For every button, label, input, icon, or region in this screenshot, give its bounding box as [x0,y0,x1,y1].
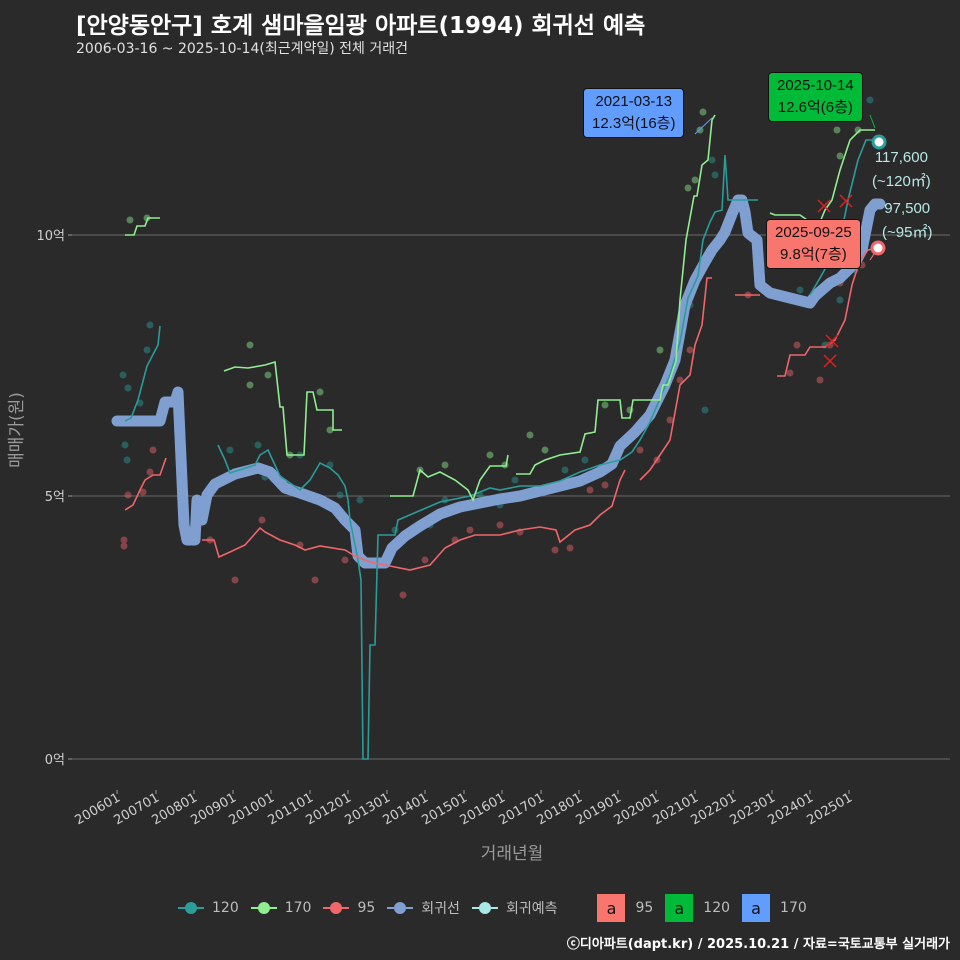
regression-line [111,194,886,569]
x-axis [116,790,850,794]
line-170 [125,217,160,236]
legend-box-95: a [597,894,626,922]
prediction-point-95 [870,240,886,256]
line-marker-icon [387,900,414,916]
y-axis-title: 매매가(원) [7,392,27,468]
legend: 120 170 95 회귀선 회귀예측 a 95 a 120 a 170 [178,893,819,923]
chart-subtitle: 2006-03-16 ~ 2025-10-14(최근계약일) 전체 거래건 [76,41,408,57]
ytick-10: 10억 [36,229,65,244]
svg-text:202501: 202501 [805,790,855,828]
line-95 [124,457,167,511]
legend-item-regression: 회귀선 [387,898,460,918]
line-120 [124,325,161,422]
line-marker-icon [178,900,204,916]
annotation-170-max: 2021-03-13 12.3억(16층) [583,88,685,138]
line-marker-icon [323,900,350,916]
prediction-point-120 [871,134,887,150]
ytick-5: 5억 [45,490,65,505]
ytick-0: 0억 [45,753,65,768]
prediction-label-95: 97,500 (~95㎡) [882,200,933,241]
footer-credit: ⓒ디아파트(dapt.kr) / 2025.10.21 / 자료=국토교통부 실… [566,937,950,952]
legend-item-170: 170 [250,900,311,916]
x-axis-title: 거래년월 [481,844,544,864]
x-tick-labels: 200601 200701 200801 200901 201001 20110… [73,790,855,828]
legend-box-120: a [665,894,694,922]
outlier-markers [817,194,853,368]
prediction-label-120: 117,600 (~120㎡) [872,149,931,190]
line-marker-icon [471,900,498,916]
annotation-95-latest: 2025-09-25 9.8억(7층) [766,219,861,269]
legend-box-170: a [742,894,771,922]
annotation-120-latest: 2025-10-14 12.6억(6층) [768,72,863,122]
chart-title: [안양동안구] 호계 샘마을임광 아파트(1994) 회귀선 예측 [76,13,646,39]
legend-item-95: 95 [323,900,375,916]
legend-item-prediction: 회귀예측 [471,898,557,918]
line-marker-icon [250,900,277,916]
legend-item-120: 120 [178,900,239,916]
scatter-points [119,96,874,599]
